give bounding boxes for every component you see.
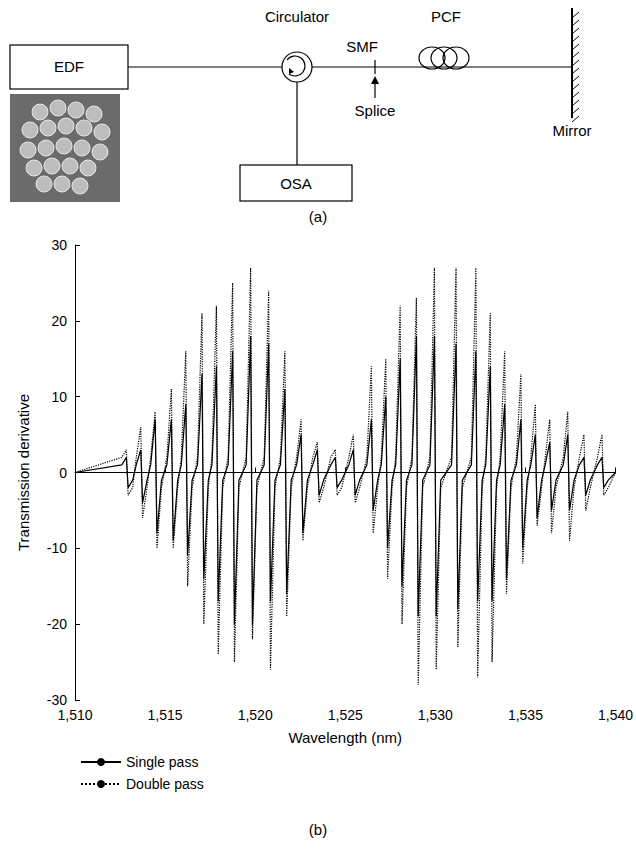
- svg-text:1,515: 1,515: [148, 707, 183, 723]
- svg-text:1,510: 1,510: [57, 707, 92, 723]
- svg-text:1,540: 1,540: [598, 707, 633, 723]
- svg-text:(b): (b): [309, 821, 327, 838]
- svg-text:0: 0: [59, 465, 67, 481]
- svg-text:Transmission derivative: Transmission derivative: [15, 394, 32, 551]
- svg-text:1,535: 1,535: [508, 707, 543, 723]
- svg-text:-30: -30: [47, 692, 67, 708]
- svg-text:EDF: EDF: [54, 58, 84, 75]
- svg-text:Mirror: Mirror: [552, 122, 591, 139]
- svg-text:(a): (a): [309, 208, 327, 225]
- svg-text:PCF: PCF: [431, 8, 461, 25]
- svg-text:Single pass: Single pass: [126, 754, 198, 770]
- svg-text:10: 10: [51, 389, 67, 405]
- svg-text:Splice: Splice: [355, 102, 396, 119]
- svg-text:1,520: 1,520: [238, 707, 273, 723]
- svg-text:OSA: OSA: [280, 175, 312, 192]
- svg-text:20: 20: [51, 313, 67, 329]
- svg-text:1,530: 1,530: [418, 707, 453, 723]
- svg-text:-10: -10: [47, 540, 67, 556]
- svg-text:Double pass: Double pass: [126, 776, 204, 792]
- svg-text:Wavelength (nm): Wavelength (nm): [288, 729, 402, 746]
- svg-text:30: 30: [51, 237, 67, 253]
- svg-text:Circulator: Circulator: [265, 8, 329, 25]
- svg-text:-20: -20: [47, 616, 67, 632]
- svg-text:1,525: 1,525: [328, 707, 363, 723]
- svg-text:SMF: SMF: [346, 38, 378, 55]
